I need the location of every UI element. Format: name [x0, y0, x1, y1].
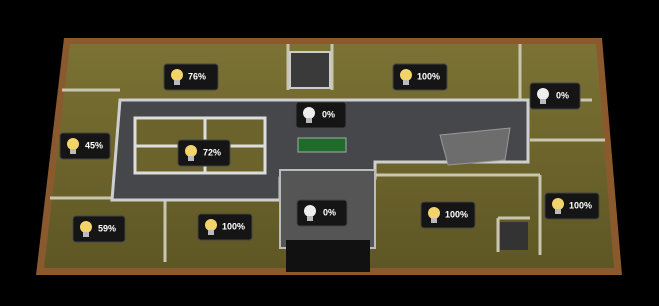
light-level: 100% [569, 200, 592, 210]
light-badge[interactable]: 0% [296, 102, 346, 128]
floor-plan: 76% 100% 0% 0% 45% 72% 100% 100% 0% [0, 0, 659, 306]
light-badge[interactable]: 100% [393, 64, 447, 90]
elevator [298, 138, 346, 152]
light-level: 76% [188, 71, 206, 81]
light-badge[interactable]: 76% [164, 64, 218, 90]
light-level: 100% [445, 209, 468, 219]
light-badge[interactable]: 0% [297, 200, 347, 226]
entrance [286, 240, 370, 272]
light-level: 0% [323, 207, 336, 217]
stairs [440, 128, 510, 165]
light-badge[interactable]: 45% [60, 133, 110, 159]
light-level: 100% [222, 221, 245, 231]
light-level: 72% [203, 147, 221, 157]
light-badge[interactable]: 0% [530, 83, 580, 109]
light-badge[interactable]: 100% [198, 214, 252, 240]
light-badge[interactable]: 100% [545, 193, 599, 219]
light-level: 100% [417, 71, 440, 81]
light-badge[interactable]: 59% [73, 216, 125, 242]
light-badge[interactable]: 100% [421, 202, 475, 228]
light-level: 0% [556, 90, 569, 100]
page: 76% 100% 0% 0% 45% 72% 100% 100% 0% [0, 0, 659, 306]
light-level: 0% [322, 109, 335, 119]
shaft [500, 222, 528, 250]
light-level: 45% [85, 140, 103, 150]
light-level: 59% [98, 223, 116, 233]
light-badge[interactable]: 72% [178, 140, 230, 166]
shaft [290, 52, 330, 88]
